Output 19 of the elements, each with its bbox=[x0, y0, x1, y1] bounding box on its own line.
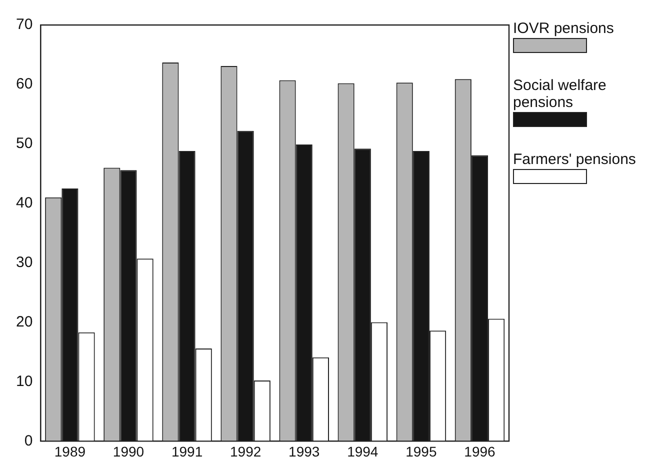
y-tick-label: 30 bbox=[16, 254, 33, 271]
text: Social welfare pensions bbox=[513, 77, 608, 111]
y-tick-label: 70 bbox=[16, 16, 33, 34]
x-tick-label: 1990 bbox=[112, 443, 144, 460]
y-tick-label: 50 bbox=[16, 135, 33, 152]
x-tick-label: 1995 bbox=[406, 443, 437, 460]
x-tick-label: 1993 bbox=[288, 443, 320, 460]
y-tick-label: 0 bbox=[24, 432, 33, 450]
y-tick-label: 20 bbox=[16, 313, 33, 330]
y-tick-label: 60 bbox=[16, 76, 33, 93]
y-tick-label: 10 bbox=[16, 372, 33, 390]
x-tick-label: 1991 bbox=[171, 443, 203, 460]
x-tick-label: 1989 bbox=[54, 443, 86, 460]
x-tick-label: 1996 bbox=[464, 443, 496, 460]
text: IOVR pensions bbox=[513, 20, 615, 37]
x-tick-label: 1992 bbox=[230, 443, 262, 460]
y-tick-label: 40 bbox=[16, 194, 33, 212]
text: Farmers' pensions bbox=[513, 151, 637, 168]
x-tick-label: 1994 bbox=[347, 443, 378, 460]
